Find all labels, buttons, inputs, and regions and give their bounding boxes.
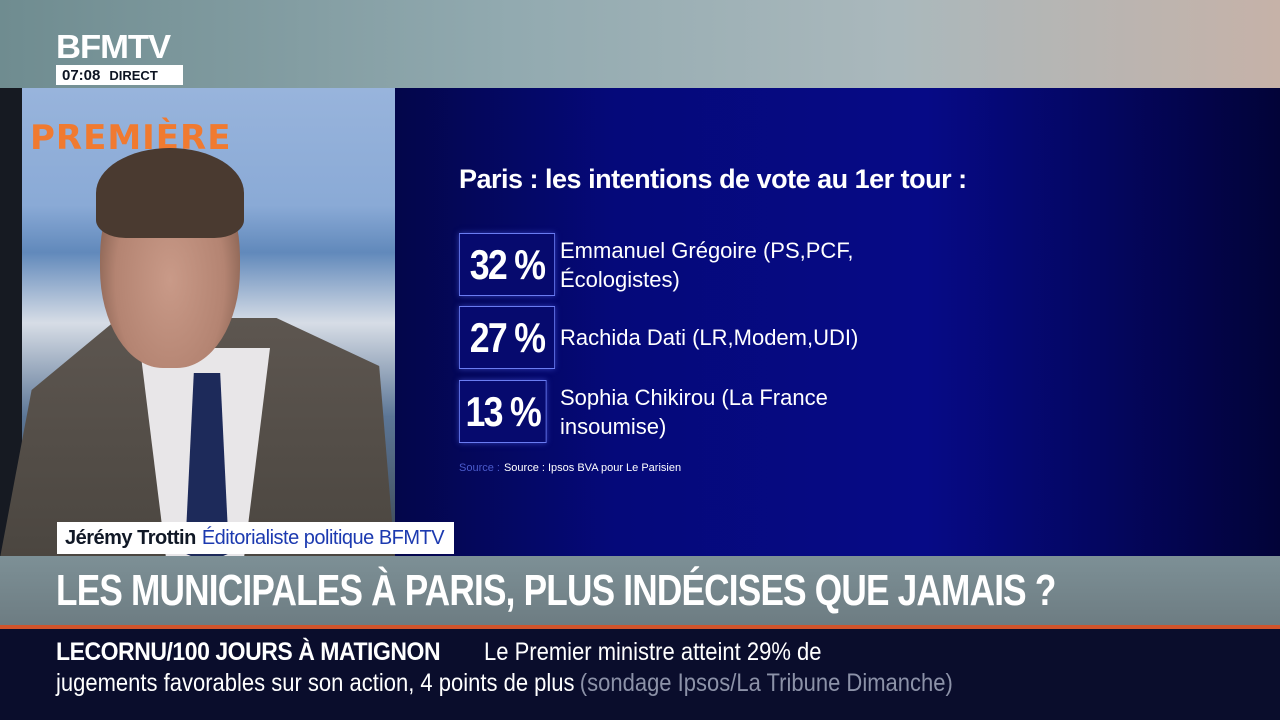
channel-logo: BFMTV 07:08 DIRECT	[56, 30, 183, 85]
accent-divider	[0, 625, 1280, 629]
poll-row: 13 % Sophia Chikirou (La France insoumis…	[459, 380, 828, 443]
ticker-line-1: LECORNU/100 JOURS À MATIGNON Le Premier m…	[56, 638, 867, 667]
top-bar: BFMTV 07:08 DIRECT	[0, 0, 1280, 90]
candidate-name-line1: Rachida Dati (LR,Modem,UDI)	[560, 325, 859, 350]
candidate-name-line1: Emmanuel Grégoire (PS,PCF,	[560, 237, 854, 263]
ticker-source: (sondage Ipsos/La Tribune Dimanche)	[579, 669, 953, 697]
speaker-name: Jérémy Trottin	[65, 526, 196, 549]
poll-source: Source : Source : Ipsos BVA pour Le Paris…	[459, 462, 681, 474]
poll-graphic: Paris : les intentions de vote au 1er to…	[395, 88, 1280, 558]
percent-box: 13 %	[459, 380, 547, 443]
candidate-label: Sophia Chikirou (La France insoumise)	[560, 383, 828, 441]
ticker-text-2: jugements favorables sur son action, 4 p…	[56, 669, 953, 698]
percent-box: 27 %	[459, 306, 556, 369]
poll-row: 32 % Emmanuel Grégoire (PS,PCF, Écologis…	[459, 233, 853, 296]
clock-time: 07:08	[62, 66, 101, 84]
ticker-text-1: Le Premier ministre atteint 29% de	[483, 638, 822, 666]
studio-edge	[0, 88, 22, 558]
ticker-kicker: LECORNU/100 JOURS À MATIGNON	[56, 638, 441, 666]
candidate-label: Rachida Dati (LR,Modem,UDI)	[560, 323, 858, 352]
studio-video-feed: PREMIÈRE	[0, 88, 395, 558]
presenter-hair	[96, 148, 244, 238]
live-label: DIRECT	[109, 67, 158, 83]
poll-title: Paris : les intentions de vote au 1er to…	[459, 164, 967, 194]
speaker-nameplate: Jérémy Trottin Éditorialiste politique B…	[57, 522, 455, 554]
live-clock-box: 07:08 DIRECT	[56, 65, 183, 85]
ticker-body: jugements favorables sur son action, 4 p…	[56, 669, 575, 697]
source-label: Source :	[459, 462, 500, 474]
candidate-name-line1: Sophia Chikirou (La France	[560, 384, 828, 410]
candidate-label: Emmanuel Grégoire (PS,PCF, Écologistes)	[560, 236, 853, 294]
news-ticker: LECORNU/100 JOURS À MATIGNON Le Premier m…	[0, 629, 1280, 720]
source-text: Source : Ipsos BVA pour Le Parisien	[503, 462, 682, 474]
candidate-name-line2: insoumise)	[560, 413, 667, 439]
logo-text: BFMTV	[56, 28, 171, 65]
candidate-name-line2: Écologistes)	[560, 266, 680, 292]
poll-row: 27 % Rachida Dati (LR,Modem,UDI)	[459, 306, 858, 369]
ticker-line-2: jugements favorables sur son action, 4 p…	[56, 669, 1075, 698]
percent-box: 32 %	[459, 233, 556, 296]
headline-text: LES MUNICIPALES À PARIS, PLUS INDÉCISES …	[56, 566, 1056, 615]
headline-band: LES MUNICIPALES À PARIS, PLUS INDÉCISES …	[0, 556, 1280, 626]
speaker-role: Éditorialiste politique BFMTV	[201, 526, 445, 549]
